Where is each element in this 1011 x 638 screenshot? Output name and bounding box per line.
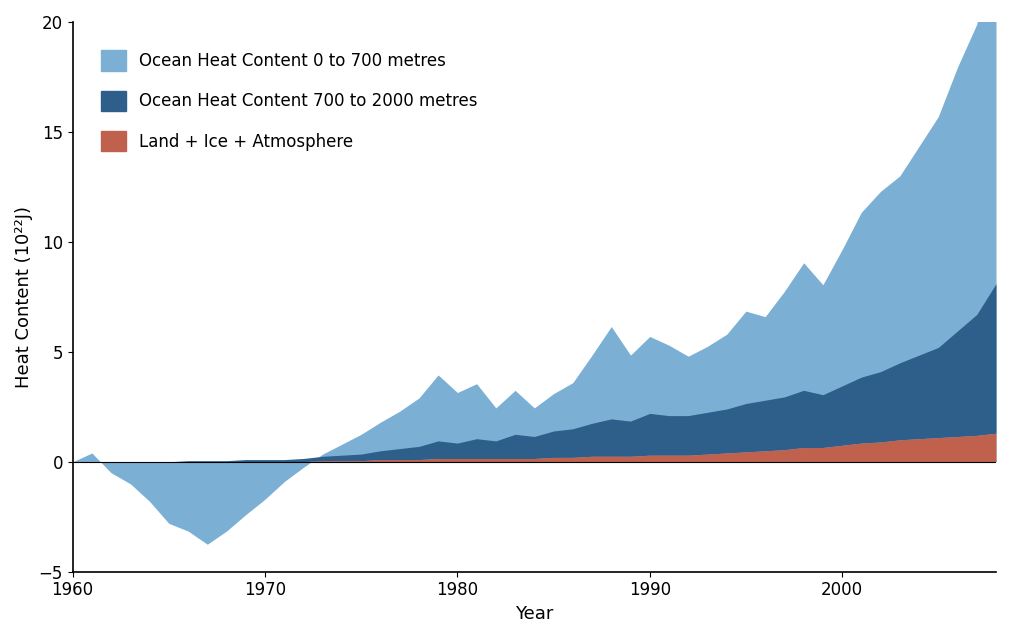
Y-axis label: Heat Content (10²²J): Heat Content (10²²J)	[15, 206, 33, 388]
X-axis label: Year: Year	[516, 605, 553, 623]
Legend: Ocean Heat Content 0 to 700 metres, Ocean Heat Content 700 to 2000 metres, Land : Ocean Heat Content 0 to 700 metres, Ocea…	[81, 31, 497, 172]
